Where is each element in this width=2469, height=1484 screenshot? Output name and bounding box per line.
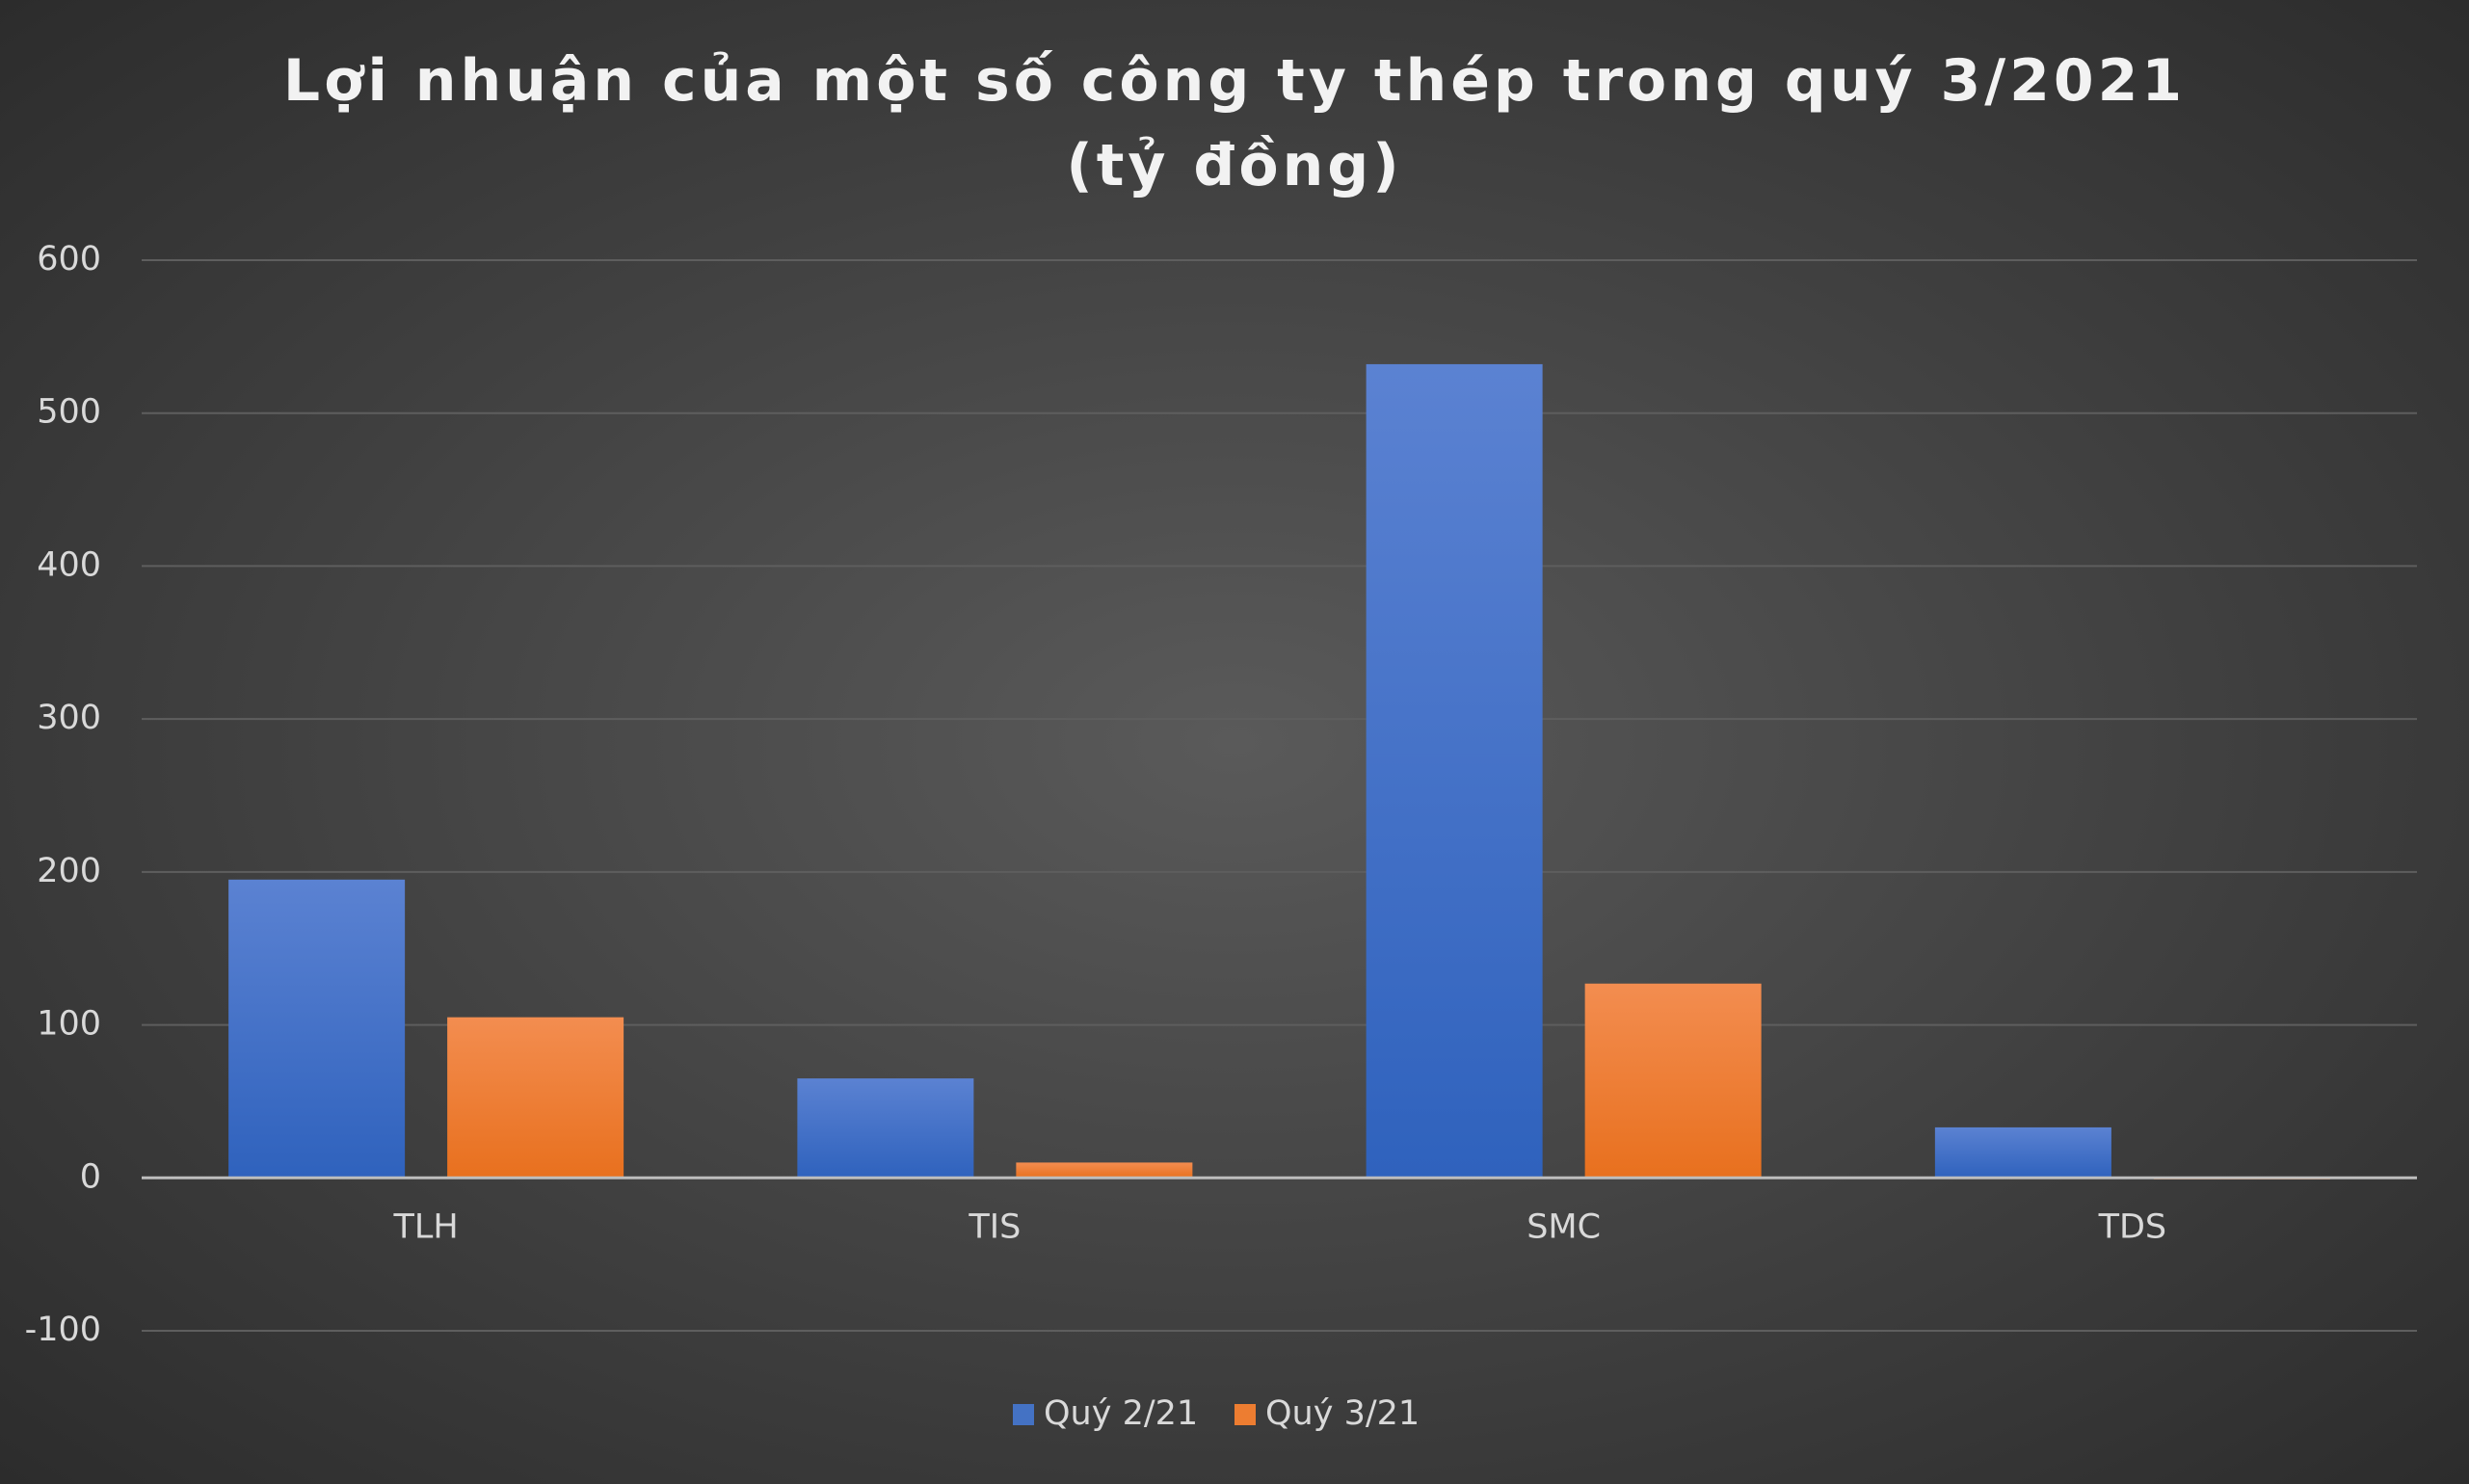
bar (1016, 1162, 1193, 1179)
chart-title: Lợi nhuận của một số công ty thép trong … (282, 47, 2187, 199)
bar (797, 1078, 974, 1179)
legend-label: Quý 3/21 (1265, 1394, 1420, 1433)
y-tick-label: 100 (37, 1005, 101, 1044)
legend-swatch (1013, 1404, 1034, 1425)
y-tick-label: 500 (37, 393, 101, 432)
y-tick-label: -100 (25, 1311, 101, 1349)
x-tick-label: TLH (393, 1207, 459, 1246)
y-tick-label: 300 (37, 699, 101, 737)
x-tick-label: TIS (968, 1207, 1021, 1246)
y-tick-label: 200 (37, 852, 101, 890)
bar (1584, 983, 1762, 1179)
x-tick-label: TDS (2098, 1207, 2167, 1246)
y-tick-label: 600 (37, 240, 101, 278)
legend-swatch (1234, 1404, 1256, 1425)
bar (1366, 363, 1543, 1179)
legend-label: Quý 2/21 (1044, 1394, 1198, 1433)
bar (447, 1017, 624, 1179)
y-tick-label: 0 (80, 1157, 101, 1196)
x-tick-label: SMC (1527, 1207, 1601, 1246)
bar (228, 879, 406, 1179)
bar (1934, 1126, 2111, 1179)
y-tick-label: 400 (37, 545, 101, 584)
